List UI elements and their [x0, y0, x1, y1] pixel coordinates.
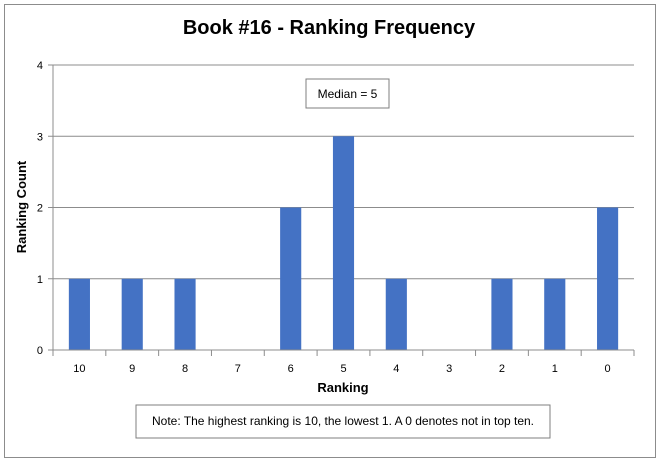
x-tick-label: 6 [288, 363, 294, 375]
x-tick-label: 0 [605, 363, 611, 375]
y-axis-label: Ranking Count [14, 160, 29, 253]
x-tick-label: 10 [73, 363, 85, 375]
bar [385, 278, 407, 350]
x-tick-label: 9 [129, 363, 135, 375]
y-tick-label: 1 [37, 274, 43, 286]
bar [280, 207, 302, 350]
bar [544, 278, 566, 350]
note-box [135, 404, 551, 439]
x-tick-label: 4 [393, 363, 399, 375]
median-annotation: Median = 5 [305, 78, 390, 109]
x-axis-label: Ranking [317, 380, 368, 395]
note-text: Note: The highest ranking is 10, the low… [152, 414, 534, 428]
x-tick-label: 7 [235, 363, 241, 375]
median-box [305, 78, 390, 109]
bar [597, 207, 619, 350]
x-tick-label: 3 [446, 363, 452, 375]
median-text: Median = 5 [318, 87, 378, 101]
bar [174, 278, 196, 350]
bar [121, 278, 143, 350]
y-tick-label: 0 [37, 345, 43, 357]
chart-title: Book #16 - Ranking Frequency [183, 17, 476, 39]
bar [332, 136, 355, 350]
bar [68, 278, 90, 350]
x-tick-label: 5 [340, 363, 346, 375]
x-tick-label: 2 [499, 363, 505, 375]
bar [491, 278, 513, 350]
axes [48, 64, 635, 356]
y-tick-label: 4 [37, 60, 43, 72]
x-tick-label: 1 [552, 363, 558, 375]
bars [68, 136, 619, 350]
note-annotation: Note: The highest ranking is 10, the low… [135, 404, 551, 439]
x-tick-label: 8 [182, 363, 188, 375]
y-tick-label: 2 [37, 203, 43, 215]
y-tick-label: 3 [37, 131, 43, 143]
y-tick-labels: 0 1 2 3 4 [37, 60, 43, 357]
x-tick-labels: 10 9 8 7 6 5 4 3 2 1 0 [73, 363, 610, 375]
